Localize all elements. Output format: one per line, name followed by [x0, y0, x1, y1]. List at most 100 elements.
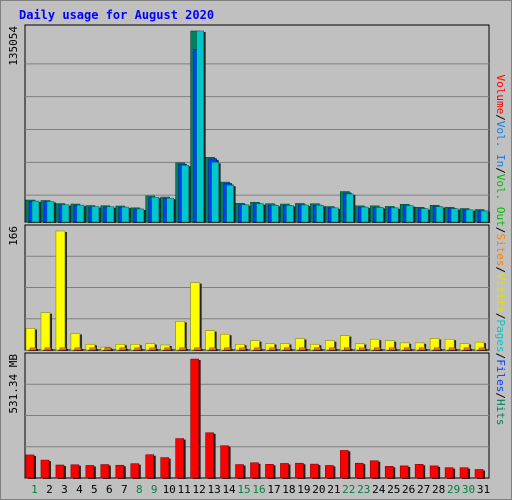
bar-pages-day-26 — [405, 205, 414, 223]
bar-volume-day-30 — [459, 467, 469, 479]
x-tick-label-13: 13 — [207, 483, 220, 496]
bar-volume-day-24 — [369, 460, 379, 479]
x-tick-label-6: 6 — [106, 483, 113, 496]
x-tick-label-3: 3 — [61, 483, 68, 496]
bar-volume-day-7 — [115, 464, 125, 479]
legend: Volume/Vol. In/Vol. Out/Sites/Visits/Pag… — [490, 20, 510, 480]
bar-pages-day-17 — [271, 205, 279, 223]
bar-sites-day-14 — [224, 347, 231, 351]
x-tick-label-4: 4 — [76, 483, 83, 496]
x-tick-label-5: 5 — [91, 483, 98, 496]
x-tick-label-7: 7 — [121, 483, 128, 496]
bar-volume-day-3 — [55, 464, 65, 479]
bar-sites-day-26 — [403, 347, 411, 351]
x-tick-label-21: 21 — [327, 483, 340, 496]
bar-volume-day-21 — [325, 465, 334, 479]
bar-visits-day-3 — [55, 230, 66, 351]
bar-sites-day-16 — [254, 347, 261, 351]
x-tick-label-19: 19 — [297, 483, 310, 496]
bar-volume-day-22 — [340, 450, 349, 479]
x-tick-label-29: 29 — [447, 483, 460, 496]
bar-sites-day-20 — [314, 347, 321, 351]
bar-pages-day-19 — [301, 204, 309, 223]
bar-volume-day-12 — [190, 358, 199, 479]
bar-sites-day-9 — [149, 347, 157, 351]
x-tick-label-22: 22 — [342, 483, 355, 496]
bar-sites-day-25 — [388, 347, 396, 351]
bar-pages-day-14 — [226, 184, 234, 223]
chart-title: Daily usage for August 2020 — [19, 8, 215, 22]
legend-volume: Volume — [494, 74, 507, 115]
bar-sites-day-8 — [134, 347, 142, 351]
panel-middle-max-label: 166 — [7, 226, 20, 246]
legend-separator: / — [494, 312, 507, 320]
legend-separator: / — [494, 167, 507, 174]
bar-volume-day-4 — [70, 464, 80, 479]
bar-sites-day-30 — [463, 347, 471, 351]
bar-sites-day-11 — [179, 347, 186, 351]
bar-sites-day-19 — [299, 347, 306, 351]
bar-visits-day-2 — [40, 312, 51, 351]
bar-pages-day-23 — [360, 206, 369, 223]
bar-pages-day-12 — [196, 30, 204, 223]
bar-sites-day-18 — [284, 347, 291, 351]
bar-pages-day-30 — [465, 209, 474, 223]
bar-sites-day-31 — [478, 347, 486, 351]
x-tick-label-15: 15 — [237, 483, 250, 496]
bar-sites-day-23 — [358, 347, 366, 351]
legend-hits: Hits — [494, 399, 507, 426]
bar-volume-day-9 — [145, 454, 155, 479]
x-tick-label-18: 18 — [282, 483, 295, 496]
bar-pages-day-6 — [106, 206, 115, 223]
x-tick-label-8: 8 — [136, 483, 143, 496]
x-tick-label-25: 25 — [387, 483, 400, 496]
bar-volume-day-23 — [354, 462, 364, 479]
bar-sites-day-17 — [269, 347, 276, 351]
bar-sites-day-24 — [373, 347, 381, 351]
bar-visits-day-4 — [70, 333, 81, 351]
bar-pages-day-4 — [76, 204, 85, 223]
legend-files: Files — [494, 359, 507, 393]
bar-volume-day-5 — [85, 465, 95, 479]
bar-volume-day-16 — [250, 462, 259, 479]
bar-volume-day-20 — [310, 463, 319, 479]
x-tick-label-16: 16 — [252, 483, 265, 496]
bar-volume-day-6 — [100, 464, 110, 479]
bar-volume-day-15 — [235, 464, 244, 479]
bar-sites-day-4 — [74, 347, 82, 351]
bar-pages-day-7 — [121, 206, 130, 223]
bar-sites-day-2 — [44, 347, 52, 351]
x-tick-label-24: 24 — [372, 483, 386, 496]
legend-sites: Sites — [494, 233, 507, 267]
bar-pages-day-21 — [331, 207, 339, 223]
bar-pages-day-1 — [31, 200, 40, 223]
bar-sites-day-13 — [209, 347, 216, 351]
x-tick-label-2: 2 — [46, 483, 53, 496]
bar-pages-day-8 — [136, 208, 145, 223]
bar-sites-day-29 — [448, 347, 456, 351]
bar-visits-day-13 — [205, 330, 215, 351]
bar-volume-day-17 — [265, 464, 274, 479]
bar-volume-day-10 — [160, 457, 170, 479]
x-tick-label-27: 27 — [417, 483, 430, 496]
bar-volume-day-25 — [384, 466, 394, 479]
bar-volume-day-18 — [280, 463, 289, 479]
bar-volume-day-19 — [295, 462, 304, 479]
bar-sites-day-6 — [104, 347, 112, 351]
x-tick-label-28: 28 — [432, 483, 445, 496]
x-tick-label-1: 1 — [31, 483, 38, 496]
bar-volume-day-1 — [25, 454, 35, 479]
bar-pages-day-15 — [241, 204, 249, 223]
bar-pages-day-3 — [61, 204, 70, 223]
bar-volume-day-31 — [474, 469, 484, 479]
bar-sites-day-7 — [119, 347, 127, 351]
bar-sites-day-28 — [433, 347, 441, 351]
legend-separator: / — [494, 114, 507, 121]
legend-vol-out: Vol. Out — [494, 173, 507, 227]
bar-volume-day-2 — [40, 459, 50, 479]
bar-pages-day-2 — [46, 201, 55, 223]
bar-volume-day-13 — [205, 432, 214, 479]
legend-vol-in: Vol. In — [494, 120, 507, 168]
bar-pages-day-20 — [316, 205, 324, 223]
